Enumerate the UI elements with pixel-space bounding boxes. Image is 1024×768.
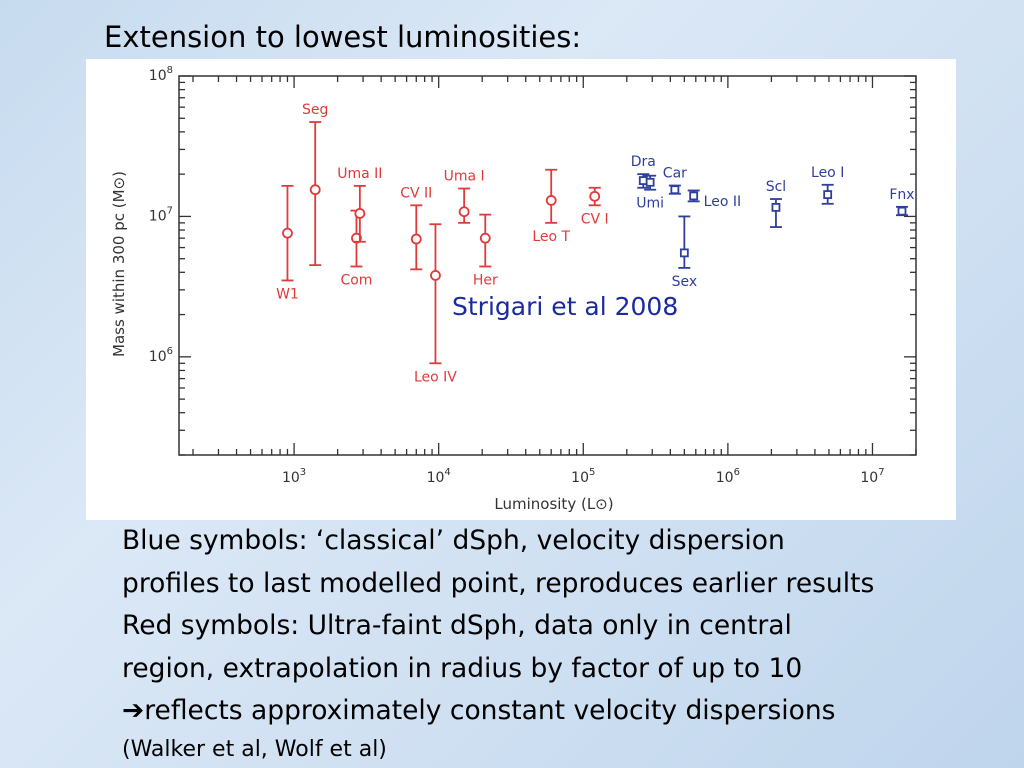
marker-circle [282, 227, 293, 239]
data-point-scl: Scl [766, 179, 786, 228]
point-label: Leo I [811, 165, 844, 181]
body-line: region, extrapolation in radius by facto… [122, 652, 803, 684]
data-point-uma-ii: Uma II [337, 166, 382, 243]
y-tick-label: 107 [149, 205, 173, 224]
chart-panel: 103 104 105 106 107 106 107 108 W1 Seg Com Uma II… [86, 59, 956, 520]
body-line: Red symbols: Ultra-faint dSph, data only… [122, 610, 792, 641]
point-label: Leo II [704, 194, 741, 210]
data-point-uma-i: Uma I [444, 169, 485, 224]
marker-square [638, 176, 648, 185]
marker-circle [545, 195, 557, 206]
data-point-her: Her [473, 213, 498, 288]
point-label: Umi [636, 196, 664, 212]
luminosity-mass-chart: 103 104 105 106 107 106 107 108 W1 Seg Com Uma II… [110, 65, 917, 513]
point-label: Her [473, 272, 498, 288]
data-point-leo-ii: Leo II [687, 189, 741, 210]
data-point-cv-ii: CV II [400, 185, 432, 271]
marker-square [645, 177, 655, 187]
x-tick-label: 105 [571, 467, 595, 486]
y-axis-title: Mass within 300 pc (M⊙) [110, 171, 128, 357]
point-label: Leo T [532, 229, 570, 245]
marker-circle [458, 206, 470, 218]
data-point-car: Car [663, 166, 687, 195]
sun-symbol-icon: ⊙ [110, 177, 128, 190]
marker-square [689, 191, 699, 201]
marker-square [823, 190, 833, 200]
point-label: Uma II [337, 166, 382, 182]
x-tick-label: 107 [860, 467, 884, 486]
marker-circle [410, 233, 422, 245]
data-points: W1 Seg Com Uma II CV II Leo IV Uma I Her Leo T CV… [276, 102, 915, 385]
marker-circle [430, 270, 441, 281]
data-point-umi: Umi [636, 174, 664, 212]
x-tick-label: 106 [716, 467, 740, 486]
point-label: Scl [766, 179, 786, 195]
data-point-sex: Sex [672, 215, 698, 290]
y-tick-label: 108 [149, 65, 173, 84]
ticks [179, 75, 917, 456]
chart-annotation: Strigari et al 2008 [452, 292, 679, 321]
x-tick-labels: 103 104 105 106 107 [282, 467, 885, 486]
y-tick-label: 106 [149, 346, 173, 365]
slide-title: Extension to lowest luminosities: [104, 20, 582, 54]
marker-circle [354, 208, 366, 219]
point-label: Fnx [889, 187, 914, 203]
data-point-cv-i: CV I [581, 186, 609, 227]
data-point-leo-t: Leo T [532, 168, 571, 245]
data-point-leo-iv: Leo IV [414, 223, 457, 385]
data-point-leo-i: Leo I [811, 165, 844, 205]
arrow-right-icon: ➔ [122, 695, 145, 726]
sun-symbol-icon: ⊙ [595, 495, 608, 513]
data-point-dra: Dra [631, 154, 656, 189]
point-label: W1 [276, 286, 299, 302]
point-label: Uma I [444, 169, 485, 185]
x-tick-label: 103 [282, 467, 306, 486]
marker-circle [479, 232, 491, 244]
data-point-seg: Seg [302, 102, 328, 267]
marker-circle [589, 190, 601, 202]
marker-circle [351, 232, 362, 244]
point-label: Dra [631, 154, 656, 170]
data-point-com: Com [340, 209, 372, 288]
plot-frame [178, 75, 917, 456]
body-line: profiles to last modelled point, reprodu… [122, 567, 875, 599]
body-text: Blue symbols: ‘classical’ dSph, velocity… [122, 520, 1002, 767]
point-label: Seg [302, 102, 328, 118]
point-label: Sex [672, 274, 698, 290]
point-label: Com [340, 272, 372, 288]
marker-square [679, 248, 689, 258]
marker-square [670, 185, 680, 195]
marker-square [771, 202, 781, 212]
data-point-w1: W1 [276, 184, 299, 302]
x-tick-label: 104 [427, 467, 451, 486]
y-tick-labels: 106 107 108 [149, 65, 173, 365]
body-line: Blue symbols: ‘classical’ dSph, velocity… [122, 525, 785, 556]
citation: (Walker et al, Wolf et al) [122, 736, 387, 762]
x-axis-title: Luminosity (L⊙) [494, 495, 613, 513]
marker-circle [309, 184, 321, 196]
marker-square [897, 206, 907, 216]
point-label: CV I [581, 211, 609, 227]
point-label: CV II [400, 185, 432, 201]
data-point-fnx: Fnx [889, 187, 915, 217]
point-label: Car [663, 166, 687, 182]
body-line-conclusion: ➔reflects approximately constant velocit… [122, 695, 836, 726]
point-label: Leo IV [414, 369, 457, 385]
